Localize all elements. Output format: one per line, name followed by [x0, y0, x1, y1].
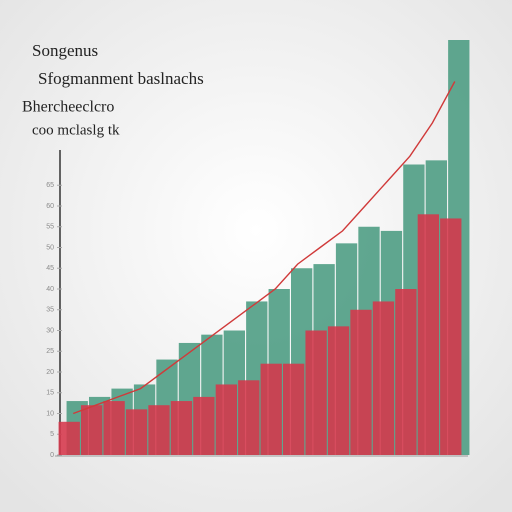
trend-line: [72, 81, 456, 415]
annotation: Bhercheeclcro: [22, 99, 114, 116]
y-tick-label: 0: [50, 452, 54, 459]
chart-title: Songenus: [32, 41, 98, 60]
bar: [238, 380, 260, 455]
bar: [260, 363, 282, 455]
bar: [350, 309, 372, 455]
chart-subtitle: Sfogmanment baslnachs: [38, 69, 204, 88]
y-tick-label: 40: [46, 286, 54, 293]
bar: [327, 326, 350, 455]
bar: [170, 401, 193, 455]
bar: [58, 421, 80, 455]
y-tick-label: 35: [46, 307, 54, 314]
bar: [125, 409, 148, 455]
bar: [395, 289, 417, 455]
y-tick-label: 30: [46, 327, 54, 334]
y-tick-label: 65: [46, 182, 54, 189]
bar: [440, 218, 462, 455]
y-tick-label: 10: [46, 410, 54, 417]
bar: [417, 214, 439, 455]
y-tick-label: 15: [46, 390, 54, 397]
y-tick-label: 55: [46, 224, 54, 231]
bar: [372, 301, 395, 455]
y-tick-label: 20: [46, 369, 54, 376]
bar: [215, 384, 237, 455]
bar: [103, 401, 125, 455]
bar: [193, 396, 215, 455]
y-tick-label: 50: [46, 244, 54, 251]
y-tick-label: 45: [46, 265, 54, 272]
bar: [148, 405, 170, 455]
annotation: coo mclaslg tk: [32, 122, 120, 138]
bar: [305, 330, 327, 455]
bar: [283, 363, 305, 455]
y-tick-label: 60: [46, 203, 54, 210]
y-tick-label: 5: [50, 431, 54, 438]
bar: [81, 405, 103, 455]
y-tick-label: 25: [46, 348, 54, 355]
